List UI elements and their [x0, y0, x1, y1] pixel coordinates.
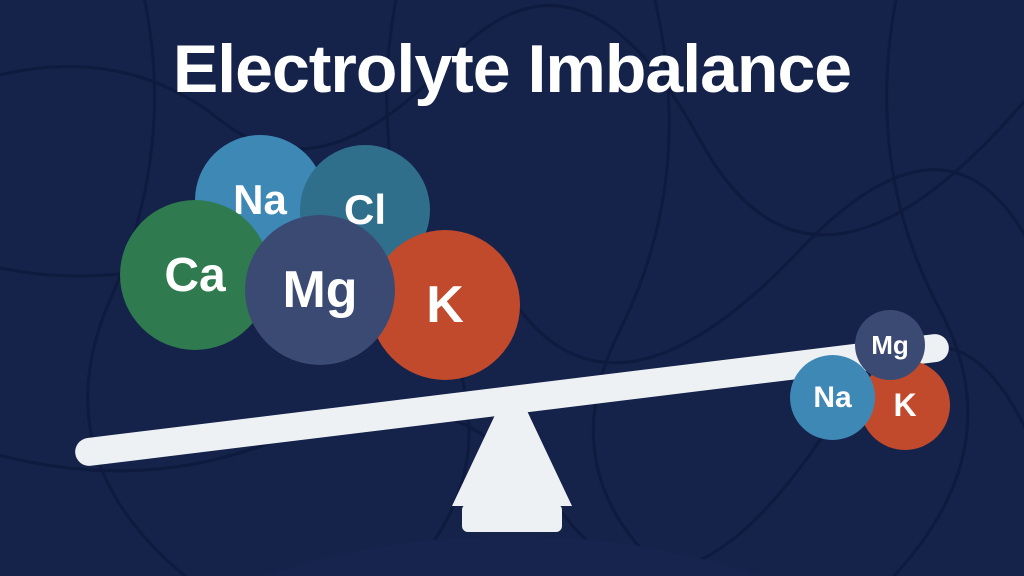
infographic-stage: Electrolyte Imbalance NaClCaMgKMgNaK: [0, 0, 1024, 576]
electrolyte-ball-mg: Mg: [245, 215, 395, 365]
electrolyte-ball-na-r: Na: [790, 355, 875, 440]
page-title: Electrolyte Imbalance: [0, 30, 1024, 108]
electrolyte-ball-mg-r: Mg: [855, 310, 925, 380]
